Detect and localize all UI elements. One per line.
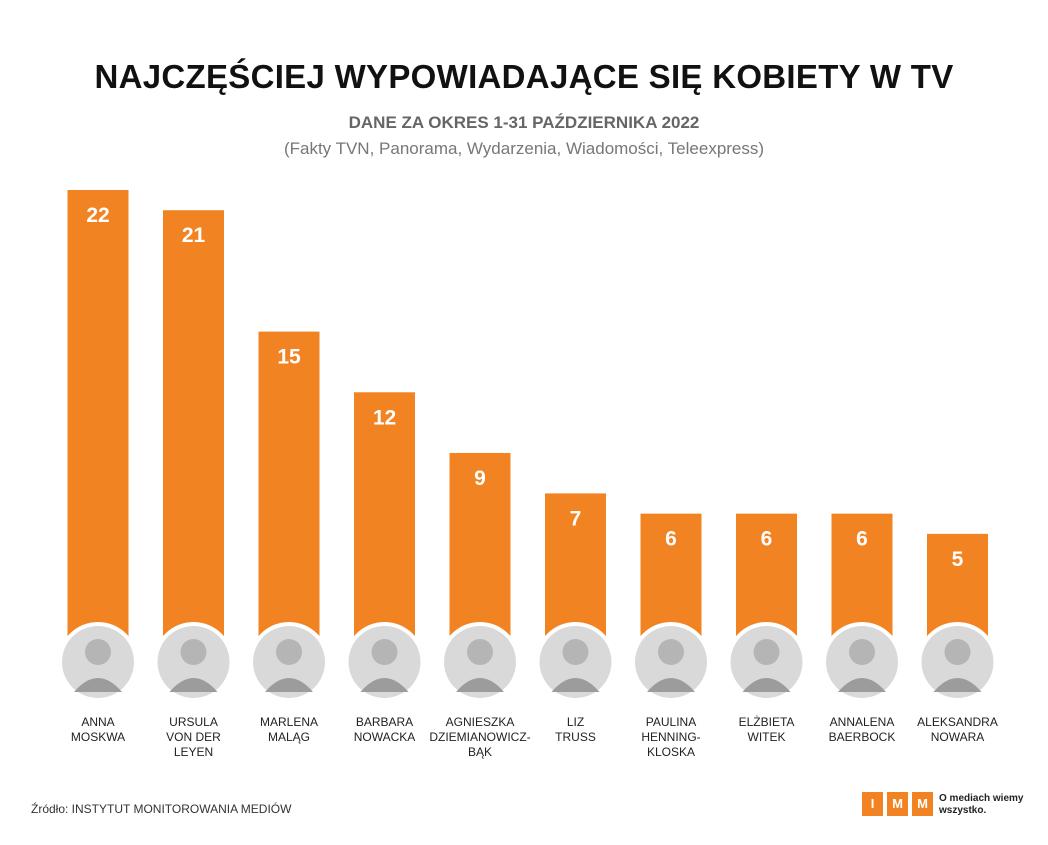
chart-title: NAJCZĘŚCIEJ WYPOWIADAJĄCE SIĘ KOBIETY W … bbox=[94, 58, 954, 95]
category-label-5: LIZ TRUSS bbox=[555, 715, 596, 744]
logo-letter-m2: M bbox=[912, 792, 933, 816]
avatar-4 bbox=[440, 622, 520, 702]
avatar-6 bbox=[631, 622, 711, 702]
chart-subtitle: DANE ZA OKRES 1-31 PAŹDZIERNIKA 2022 bbox=[348, 113, 700, 132]
category-label-4: AGNIESZKA DZIEMIANOWICZ-BĄK bbox=[429, 715, 530, 759]
category-label-9: ALEKSANDRA NOWARA bbox=[917, 715, 998, 744]
bar-1 bbox=[163, 210, 224, 643]
category-label-0: ANNA MOSKWA bbox=[71, 715, 125, 744]
category-label-6: PAULINA HENNING-KLOSKA bbox=[641, 715, 700, 759]
value-label-6: 6 bbox=[665, 528, 677, 551]
value-label-0: 22 bbox=[86, 204, 109, 227]
logo-letter-m1: M bbox=[887, 792, 908, 816]
bar-7 bbox=[736, 513, 797, 643]
avatar-3 bbox=[344, 622, 425, 702]
bar-5 bbox=[545, 493, 606, 643]
avatar-9 bbox=[917, 622, 998, 702]
logo-tagline: O mediach wiemy wszystko. bbox=[939, 793, 1024, 816]
value-label-7: 6 bbox=[761, 528, 773, 551]
value-label-8: 6 bbox=[856, 528, 868, 551]
avatar-7 bbox=[726, 622, 807, 702]
source-note: Źródło: INSTYTUT MONITOROWANIA MEDIÓW bbox=[31, 802, 292, 816]
bar-3 bbox=[354, 392, 415, 643]
category-label-2: MARLENA MALĄG bbox=[260, 715, 318, 744]
value-label-4: 9 bbox=[474, 467, 486, 490]
value-label-9: 5 bbox=[952, 548, 964, 571]
value-label-2: 15 bbox=[277, 346, 301, 369]
bar-2 bbox=[258, 331, 320, 643]
logo-letter-i: I bbox=[862, 792, 883, 816]
bar-chart: 22 ANNA MOSKWA 21 URSULA VON DER LEYEN 15 MARLEN… bbox=[58, 190, 998, 759]
value-label-1: 21 bbox=[182, 224, 206, 247]
chart-sources-note: (Fakty TVN, Panorama, Wydarzenia, Wiadom… bbox=[283, 139, 765, 158]
value-label-5: 7 bbox=[570, 507, 582, 530]
category-label-1: URSULA VON DER LEYEN bbox=[166, 715, 221, 759]
category-label-7: ELŻBIETA WITEK bbox=[739, 715, 795, 744]
avatar-2 bbox=[249, 622, 329, 702]
value-label-3: 12 bbox=[373, 406, 396, 429]
bar-6 bbox=[640, 513, 702, 643]
bar-8 bbox=[831, 513, 893, 643]
bar-4 bbox=[449, 452, 511, 643]
avatar-8 bbox=[822, 622, 902, 702]
avatar-5 bbox=[535, 622, 616, 702]
category-label-3: BARBARA NOWACKA bbox=[354, 715, 416, 744]
bar-0 bbox=[67, 190, 129, 643]
avatar-1 bbox=[153, 622, 234, 702]
category-label-8: ANNALENA BAERBOCK bbox=[829, 715, 896, 744]
avatar-0 bbox=[58, 622, 138, 702]
